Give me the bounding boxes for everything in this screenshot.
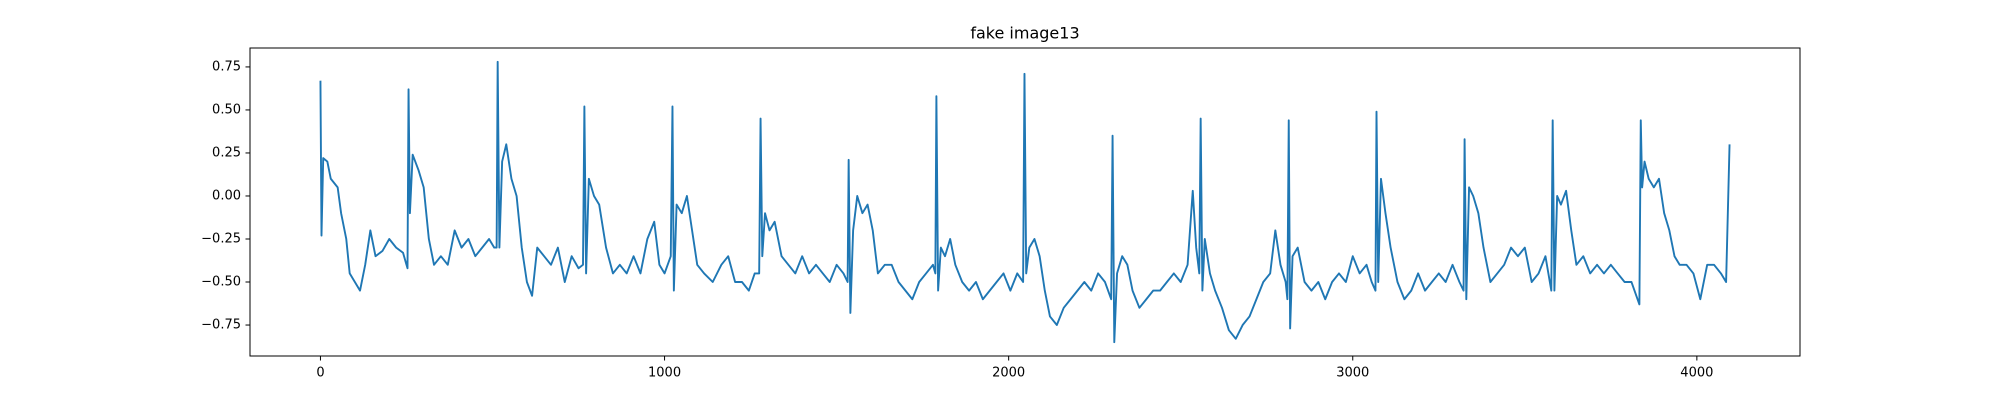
x-tick-label: 3000 bbox=[1336, 366, 1369, 381]
x-tick-label: 0 bbox=[316, 366, 324, 381]
plot-frame bbox=[249, 47, 1801, 357]
y-tick-label: 0.75 bbox=[212, 59, 241, 74]
y-tick-label: −0.50 bbox=[201, 275, 241, 290]
y-tick-label: 0.50 bbox=[212, 102, 241, 117]
y-tick-label: 0.00 bbox=[212, 188, 241, 203]
x-tick-label: 2000 bbox=[992, 366, 1025, 381]
chart-title: fake image13 bbox=[970, 24, 1079, 43]
y-tick-label: −0.25 bbox=[201, 231, 241, 246]
x-tick-label: 4000 bbox=[1680, 366, 1713, 381]
x-tick-label: 1000 bbox=[648, 366, 681, 381]
data-line bbox=[319, 60, 1731, 344]
y-tick-label: 0.25 bbox=[212, 145, 241, 160]
y-tick-label: −0.75 bbox=[201, 318, 241, 333]
